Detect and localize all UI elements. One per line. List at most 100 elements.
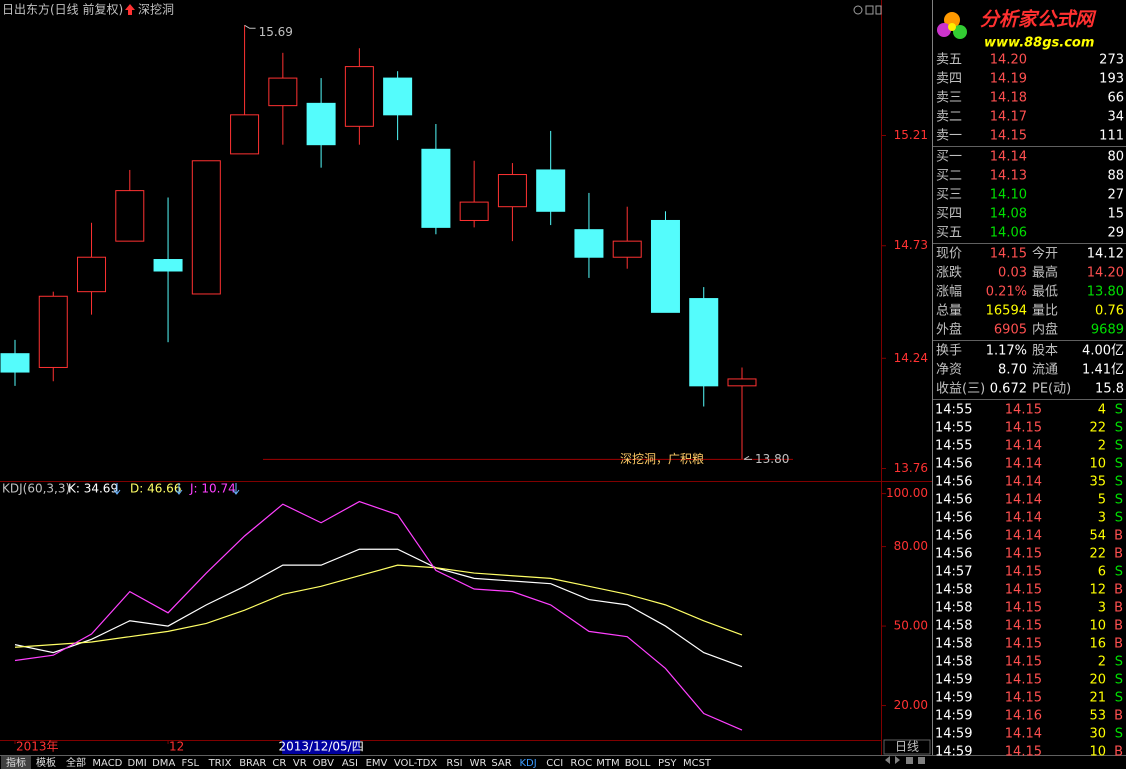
legend-arrow (232, 483, 240, 495)
logo-petal (953, 25, 967, 39)
candle-body (421, 148, 451, 228)
tab-label[interactable]: MTM (596, 758, 619, 769)
tab-label[interactable]: 模板 (36, 756, 56, 769)
tab-label[interactable]: DMI (127, 758, 146, 769)
indicator-icon (125, 4, 135, 15)
trade-volume: 10 (1089, 619, 1106, 634)
trade-volume: 22 (1089, 547, 1106, 562)
trade-volume: 16 (1089, 637, 1106, 652)
trade-side: S (1115, 565, 1123, 580)
quote-label: 最高 (1032, 265, 1058, 281)
tab[interactable] (150, 756, 177, 769)
trade-price: 14.15 (1005, 745, 1042, 760)
icon (895, 756, 900, 764)
book-volume: 273 (1099, 53, 1124, 68)
tab[interactable] (488, 756, 515, 769)
high-label: 15.69 (259, 25, 293, 39)
tab[interactable] (123, 756, 151, 769)
tab[interactable] (91, 756, 124, 769)
tab[interactable] (363, 756, 390, 769)
quote-value: 14.20 (1087, 266, 1124, 281)
trade-price: 14.15 (1005, 583, 1042, 598)
trade-side: S (1115, 511, 1123, 526)
tab[interactable] (568, 756, 595, 769)
low-label: 13.80 (755, 452, 789, 466)
trade-time: 14:56 (935, 457, 972, 472)
trade-side: B (1114, 745, 1123, 760)
tab-label[interactable]: CR (272, 758, 286, 769)
icon (906, 757, 913, 764)
tab-label[interactable]: BOLL (625, 758, 651, 769)
trade-time: 14:56 (935, 475, 972, 490)
tab-label[interactable]: MCST (683, 758, 712, 769)
tab[interactable] (1, 756, 31, 769)
tab[interactable] (441, 756, 468, 769)
tab[interactable] (236, 756, 270, 769)
trade-volume: 20 (1089, 673, 1106, 688)
tab-label[interactable]: PSY (658, 758, 677, 769)
trade-price: 14.16 (1005, 709, 1042, 724)
tab-label[interactable]: TRIX (208, 758, 232, 769)
tab[interactable] (467, 756, 489, 769)
trade-volume: 22 (1089, 421, 1106, 436)
tab-label[interactable]: VR (293, 758, 307, 769)
quote-value: 8.70 (998, 363, 1027, 378)
book-volume: 111 (1099, 129, 1124, 144)
candle-body (727, 378, 757, 387)
trade-side: S (1115, 493, 1123, 508)
candle-body (383, 77, 413, 116)
tab-label[interactable]: KDJ (519, 758, 536, 769)
trade-side: S (1115, 655, 1123, 670)
quote-value: 15.8 (1095, 382, 1124, 397)
tab-label[interactable]: 指标 (6, 756, 26, 769)
tab[interactable] (177, 756, 204, 769)
book-price: 14.19 (990, 72, 1027, 87)
y-tick-label: 20.00 (894, 698, 928, 712)
tab-label[interactable]: OBV (313, 758, 334, 769)
trade-price: 14.14 (1005, 727, 1042, 742)
tab[interactable] (336, 756, 364, 769)
tab-label[interactable]: EMV (366, 758, 388, 769)
icon (918, 757, 925, 764)
tab[interactable] (269, 756, 290, 769)
tab[interactable] (310, 756, 337, 769)
tab-label[interactable]: 全部 (66, 756, 86, 769)
tab-label[interactable]: BRAR (239, 758, 266, 769)
tab[interactable] (31, 756, 61, 769)
tab[interactable] (541, 756, 568, 769)
tab-label[interactable]: WR (470, 758, 487, 769)
tab-label[interactable]: MACD (92, 758, 122, 769)
tab-label[interactable]: DMA (152, 758, 175, 769)
tab[interactable] (680, 756, 714, 769)
tab-label[interactable]: FSL (182, 758, 200, 769)
tab-label[interactable]: ROC (570, 758, 592, 769)
tab[interactable] (61, 756, 91, 769)
quote-label: PE(动) (1032, 382, 1071, 397)
book-price: 14.18 (990, 91, 1027, 106)
tab-label[interactable]: RSI (446, 758, 462, 769)
legend-label: D: 46.66 (130, 482, 181, 496)
tab[interactable] (594, 756, 622, 769)
tab[interactable] (514, 756, 542, 769)
trade-time: 14:55 (935, 403, 972, 418)
candle-body (153, 259, 183, 272)
book-label: 买五 (936, 226, 962, 241)
logo-name: 分析家公式网 (980, 9, 1097, 31)
tab[interactable] (289, 756, 310, 769)
tab-label[interactable]: ASI (342, 758, 358, 769)
y-tick-label: 80.00 (894, 539, 928, 553)
tab-label[interactable]: VOL-TDX (394, 758, 437, 769)
trade-side: B (1114, 709, 1123, 724)
trade-side: B (1114, 637, 1123, 652)
quote-label: 涨幅 (936, 285, 962, 300)
high-marker (244, 24, 256, 29)
tab[interactable] (389, 756, 442, 769)
tab-label[interactable]: CCI (546, 758, 563, 769)
tab[interactable] (203, 756, 237, 769)
tab[interactable] (621, 756, 654, 769)
tab-label[interactable]: SAR (491, 758, 511, 769)
book-price: 14.15 (990, 129, 1027, 144)
trade-price: 14.14 (1005, 439, 1042, 454)
x-tick-label: 12 (169, 740, 184, 754)
tab[interactable] (654, 756, 681, 769)
